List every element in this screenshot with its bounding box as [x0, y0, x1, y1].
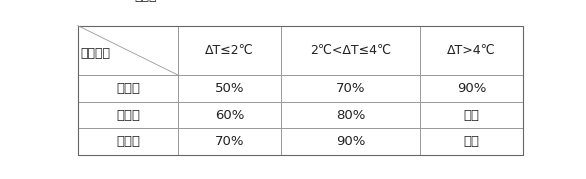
Text: 低标准: 低标准	[116, 135, 140, 148]
Bar	[420, 102, 523, 129]
Text: 70%: 70%	[214, 135, 244, 148]
Text: ΔT>4℃: ΔT>4℃	[447, 44, 496, 57]
Text: 90%: 90%	[336, 135, 365, 148]
Text: 70%: 70%	[336, 82, 365, 95]
Bar	[178, 26, 281, 75]
Bar	[78, 26, 178, 75]
Text: 80%: 80%	[336, 109, 365, 122]
Bar	[78, 129, 178, 155]
Text: 2℃<ΔT≤4℃: 2℃<ΔT≤4℃	[310, 44, 391, 57]
Bar	[78, 102, 178, 129]
Bar	[178, 129, 281, 155]
Text: 不限: 不限	[464, 109, 479, 122]
Bar	[420, 129, 523, 155]
Text: 不限: 不限	[464, 135, 479, 148]
Bar	[281, 102, 420, 129]
Bar	[420, 75, 523, 102]
Text: 温度差ΔT: 温度差ΔT	[135, 0, 173, 3]
Bar	[281, 26, 420, 75]
Bar	[420, 26, 523, 75]
Text: 90%: 90%	[457, 82, 486, 95]
Text: 60%: 60%	[214, 109, 244, 122]
Bar	[78, 75, 178, 102]
Text: 高标准: 高标准	[116, 82, 140, 95]
Text: 50%: 50%	[214, 82, 244, 95]
Text: 中标准: 中标准	[116, 109, 140, 122]
Bar	[281, 129, 420, 155]
Text: 标准级别: 标准级别	[80, 47, 110, 60]
Bar	[281, 75, 420, 102]
Bar	[178, 102, 281, 129]
Text: ΔT≤2℃: ΔT≤2℃	[205, 44, 254, 57]
Bar	[178, 75, 281, 102]
